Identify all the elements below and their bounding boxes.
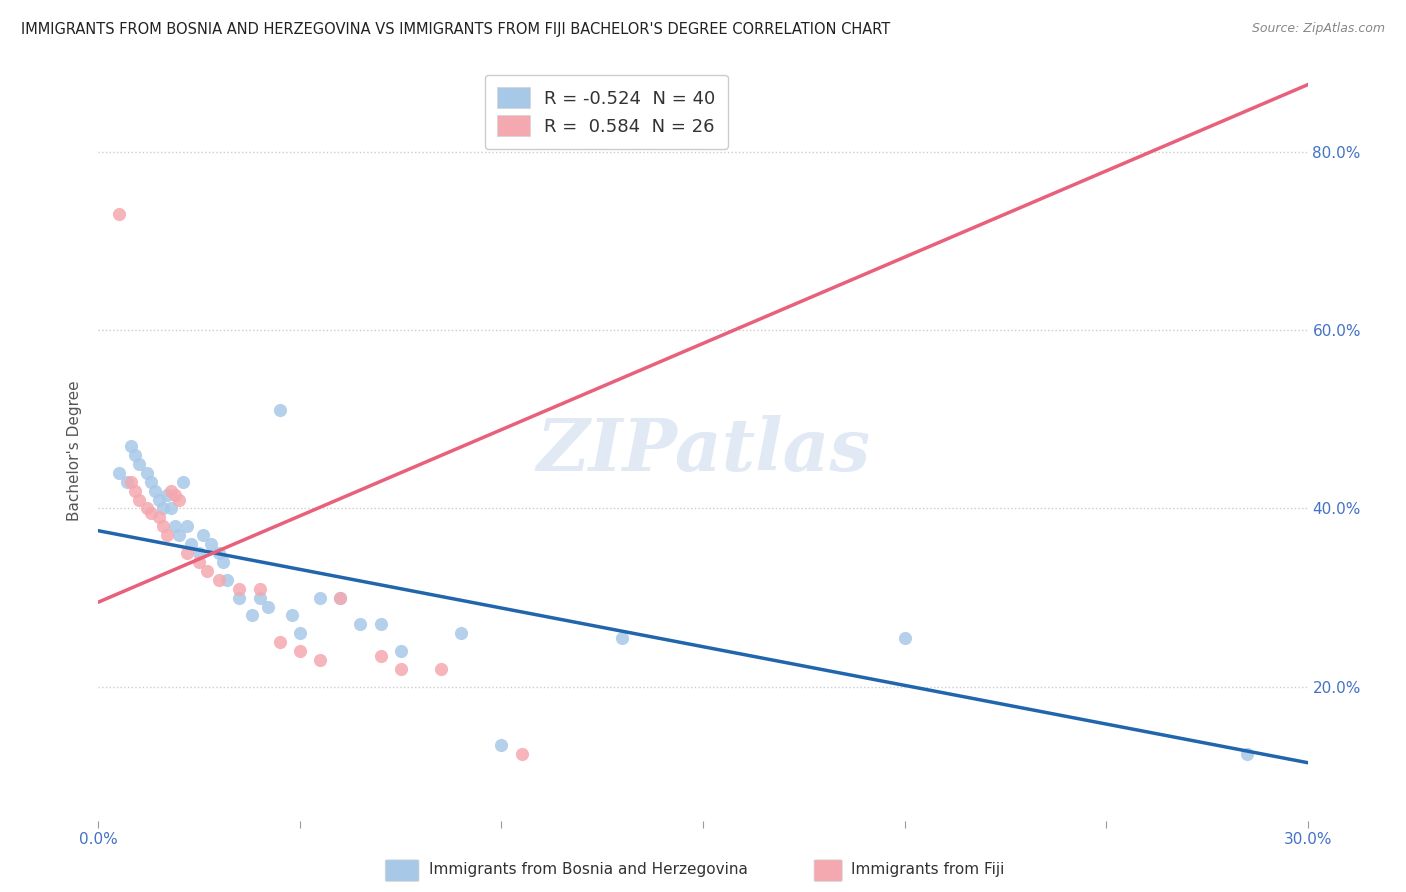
Point [176,519,198,533]
Text: Immigrants from Fiji: Immigrants from Fiji [851,863,1004,877]
Point [128,457,150,471]
Point [249,591,271,605]
Point [160,483,183,498]
Point [135,501,157,516]
Point [269,403,291,417]
Point [329,591,352,605]
Point [195,564,218,578]
Point [139,475,162,489]
Point [156,528,179,542]
Text: IMMIGRANTS FROM BOSNIA AND HERZEGOVINA VS IMMIGRANTS FROM FIJI BACHELOR'S DEGREE: IMMIGRANTS FROM BOSNIA AND HERZEGOVINA V… [21,22,890,37]
Point [152,501,174,516]
Point [188,546,211,560]
Point [370,617,392,632]
Point [160,501,183,516]
Point [107,466,129,480]
Point [288,626,311,640]
Point [329,591,352,605]
Legend: R = -0.524  N = 40, R =  0.584  N = 26: R = -0.524 N = 40, R = 0.584 N = 26 [485,75,728,149]
Point [389,644,412,658]
Point [491,738,513,752]
Point [217,573,239,587]
Point [135,466,157,480]
Point [167,492,190,507]
Point [148,510,170,524]
Point [269,635,291,649]
Point [115,475,138,489]
Point [172,475,194,489]
Point [430,662,453,676]
Text: Source: ZipAtlas.com: Source: ZipAtlas.com [1251,22,1385,36]
Point [163,519,186,533]
Point [188,555,211,569]
Point [128,492,150,507]
Point [152,519,174,533]
Point [240,608,263,623]
Point [349,617,371,632]
Point [120,475,142,489]
Point [208,546,231,560]
Point [612,631,634,645]
Point [510,747,533,761]
Point [249,582,271,596]
Text: Immigrants from Bosnia and Herzegovina: Immigrants from Bosnia and Herzegovina [429,863,748,877]
Point [450,626,472,640]
Point [193,528,215,542]
Point [309,653,332,667]
Point [309,591,332,605]
Point [389,662,412,676]
Point [107,207,129,221]
Point [212,555,235,569]
Point [124,483,146,498]
Point [200,537,222,551]
Point [370,648,392,663]
Point [228,591,250,605]
Point [256,599,278,614]
Point [156,488,179,502]
Point [1236,747,1258,761]
Y-axis label: Bachelor's Degree: Bachelor's Degree [67,380,83,521]
Point [281,608,304,623]
Point [176,546,198,560]
Point [167,528,190,542]
Point [228,582,250,596]
Point [893,631,915,645]
Point [208,573,231,587]
Point [163,488,186,502]
Point [148,492,170,507]
Point [124,448,146,462]
Point [139,506,162,520]
Point [180,537,202,551]
Text: ZIPatlas: ZIPatlas [536,415,870,486]
Point [120,439,142,453]
Point [143,483,166,498]
Point [288,644,311,658]
